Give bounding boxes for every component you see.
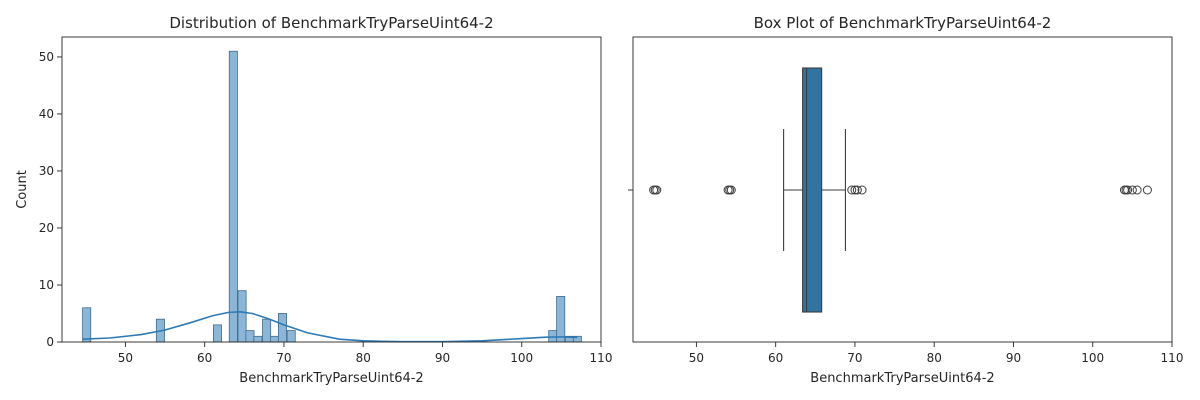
histogram-bar (253, 335, 263, 343)
histogram-title: Distribution of BenchmarkTryParseUint64-… (169, 14, 493, 32)
histogram-bar (556, 295, 566, 343)
x-tick-label: 100 (1081, 351, 1104, 365)
boxplot-outliers (649, 185, 1152, 195)
y-tick-label: 50 (39, 50, 54, 64)
boxplot-x-ticks: 50 60 70 80 90 100 110 (689, 342, 1184, 365)
outlier-point (847, 185, 857, 195)
boxplot-panel: Box Plot of BenchmarkTryParseUint64-2 50… (628, 14, 1183, 386)
y-tick-label: 40 (39, 107, 54, 121)
y-tick-label: 0 (46, 335, 54, 349)
histogram-x-axis-label: BenchmarkTryParseUint64-2 (239, 371, 423, 386)
histogram-y-ticks: 0 10 20 30 40 50 (39, 50, 62, 349)
x-tick-label: 70 (847, 351, 862, 365)
x-tick-label: 50 (118, 351, 133, 365)
histogram-bars (82, 50, 582, 343)
x-tick-label: 90 (1006, 351, 1021, 365)
histogram-bar (270, 335, 280, 343)
outlier-point (1127, 185, 1137, 195)
histogram-bar (82, 307, 92, 343)
boxplot-x-axis-label: BenchmarkTryParseUint64-2 (810, 371, 994, 386)
x-tick-label: 80 (927, 351, 942, 365)
histogram-bar (286, 330, 296, 343)
outlier-point (857, 185, 867, 195)
histogram-bar (245, 330, 255, 343)
y-tick-label: 10 (39, 278, 54, 292)
histogram-y-axis-label: Count (15, 170, 30, 209)
x-tick-label: 70 (276, 351, 291, 365)
x-tick-label: 110 (1161, 351, 1184, 365)
outlier-point (652, 185, 662, 195)
outlier-point (726, 185, 736, 195)
outlier-point (852, 185, 862, 195)
outlier-point (1142, 185, 1152, 195)
histogram-bar (212, 324, 222, 343)
y-tick-label: 30 (39, 164, 54, 178)
boxplot-title: Box Plot of BenchmarkTryParseUint64-2 (754, 14, 1052, 32)
outlier-point (1123, 185, 1133, 195)
histogram-panel: Distribution of BenchmarkTryParseUint64-… (15, 14, 612, 386)
histogram-bar (237, 290, 247, 343)
histogram-x-ticks: 50 60 70 80 90 100 110 (118, 342, 613, 365)
x-tick-label: 50 (689, 351, 704, 365)
boxplot-marks (783, 67, 846, 313)
histogram-axes-frame (61, 36, 602, 343)
histogram-bar (277, 313, 287, 343)
interquartile-box (802, 67, 823, 313)
x-tick-label: 100 (510, 351, 533, 365)
x-tick-label: 110 (590, 351, 613, 365)
kde-curve (82, 310, 578, 343)
x-tick-label: 90 (435, 351, 450, 365)
outlier-point (1132, 185, 1142, 195)
x-tick-label: 60 (768, 351, 783, 365)
outlier-point (850, 185, 860, 195)
boxplot-axes-frame (632, 36, 1173, 343)
x-tick-label: 60 (197, 351, 212, 365)
histogram-bar (262, 318, 272, 343)
y-tick-label: 20 (39, 221, 54, 235)
x-tick-label: 80 (356, 351, 371, 365)
histogram-bar (228, 50, 238, 343)
